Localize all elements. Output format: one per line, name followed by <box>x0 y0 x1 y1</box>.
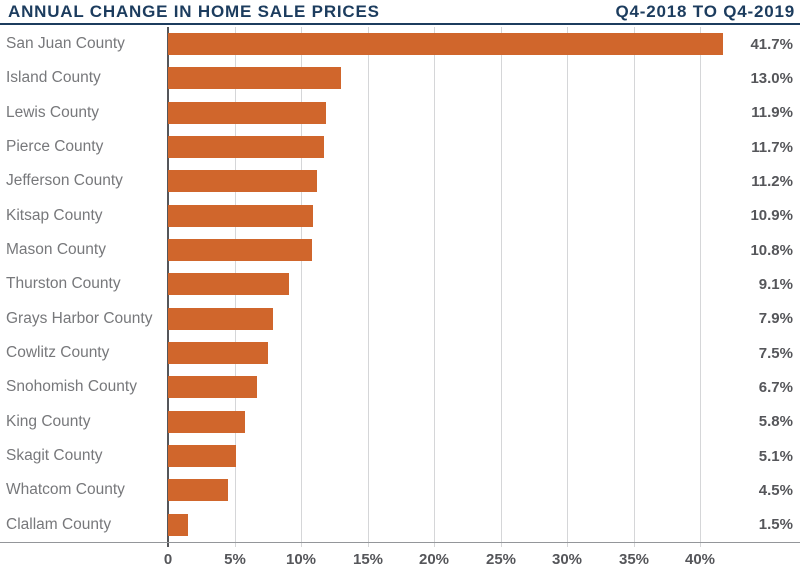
bar-row: Pierce County 11.7% <box>0 130 800 164</box>
bar <box>168 445 236 467</box>
value-label: 11.2% <box>751 172 793 190</box>
value-label: 10.9% <box>750 207 793 225</box>
x-tick-label: 0 <box>163 551 173 568</box>
value-label: 9.1% <box>758 275 793 293</box>
gridline-30pct <box>567 27 568 547</box>
gridline-10pct <box>301 27 302 547</box>
bar <box>168 239 312 261</box>
value-label: 5.1% <box>758 447 793 465</box>
value-label: 1.5% <box>758 516 793 534</box>
x-tick-label: 20% <box>418 551 450 568</box>
bar <box>168 513 188 536</box>
bar-row: Lewis County 11.9% <box>0 96 800 130</box>
bar-row: Skagit County 5.1% <box>0 439 800 473</box>
bar <box>168 204 313 227</box>
bar <box>168 136 324 158</box>
gridline-40pct <box>700 27 701 547</box>
bar <box>168 67 341 90</box>
bar <box>168 307 274 330</box>
value-label: 5.8% <box>758 413 793 431</box>
category-label: King County <box>6 412 91 430</box>
x-tick-label: 15% <box>352 551 384 568</box>
gridline-20pct <box>434 27 435 547</box>
bar-row: San Juan County 41.7% <box>0 27 800 61</box>
gridline-15pct <box>368 27 369 547</box>
value-label: 11.9% <box>751 104 793 122</box>
category-label: Skagit County <box>6 447 103 465</box>
x-tick-label: 35% <box>618 551 650 568</box>
bar <box>168 101 327 124</box>
category-label: Kitsap County <box>6 206 103 224</box>
category-label: Whatcom County <box>6 481 125 499</box>
value-label: 41.7% <box>750 35 793 53</box>
category-label: Grays Harbor County <box>6 309 153 327</box>
bar <box>168 33 723 55</box>
bar <box>168 376 258 399</box>
x-tick-label: 25% <box>485 551 517 568</box>
bar-chart-plot: San Juan County 41.7% Island County 13.0% Le… <box>0 27 800 582</box>
x-tick-label: 5% <box>224 551 246 568</box>
bar-row: Mason County 10.8% <box>0 233 800 267</box>
x-tick-label: 40% <box>684 551 716 568</box>
category-label: Lewis County <box>6 103 100 121</box>
bar-row: Whatcom County 4.5% <box>0 473 800 507</box>
category-label: Mason County <box>6 241 106 259</box>
bar-row: Jefferson County 11.2% <box>0 164 800 198</box>
value-label: 7.5% <box>758 344 793 362</box>
value-label: 4.5% <box>758 481 793 499</box>
category-label: Snohomish County <box>6 378 137 396</box>
bar <box>168 170 317 193</box>
category-label: Island County <box>6 69 101 87</box>
bar-row: King County 5.8% <box>0 405 800 439</box>
x-axis-line <box>0 542 800 543</box>
bar-row: Snohomish County 6.7% <box>0 370 800 404</box>
bar <box>168 273 289 296</box>
bar-row: Grays Harbor County 7.9% <box>0 302 800 336</box>
x-tick-label: 30% <box>551 551 583 568</box>
category-label: Clallam County <box>6 515 112 533</box>
bar-row: Thurston County 9.1% <box>0 267 800 301</box>
bar-row: Island County 13.0% <box>0 61 800 95</box>
bar <box>168 479 228 502</box>
value-label: 6.7% <box>758 378 793 396</box>
chart-title: ANNUAL CHANGE IN HOME SALE PRICES <box>8 1 380 21</box>
category-label: Jefferson County <box>6 172 123 190</box>
value-label: 11.7% <box>751 138 793 156</box>
chart-period: Q4-2018 TO Q4-2019 <box>615 1 795 21</box>
category-label: San Juan County <box>6 35 125 53</box>
bar-row: Clallam County 1.5% <box>0 508 800 542</box>
bar <box>168 410 246 433</box>
x-tick-label: 10% <box>285 551 317 568</box>
category-label: Pierce County <box>6 138 104 156</box>
chart-header: ANNUAL CHANGE IN HOME SALE PRICES Q4-201… <box>0 0 800 25</box>
bar-row: Cowlitz County 7.5% <box>0 336 800 370</box>
value-label: 10.8% <box>750 241 793 259</box>
category-label: Cowlitz County <box>6 344 110 362</box>
value-label: 13.0% <box>750 69 793 87</box>
value-label: 7.9% <box>758 310 793 328</box>
bar <box>168 342 268 364</box>
category-label: Thurston County <box>6 275 121 293</box>
bar-row: Kitsap County 10.9% <box>0 199 800 233</box>
gridline-25pct <box>501 27 502 547</box>
gridline-35pct <box>634 27 635 547</box>
